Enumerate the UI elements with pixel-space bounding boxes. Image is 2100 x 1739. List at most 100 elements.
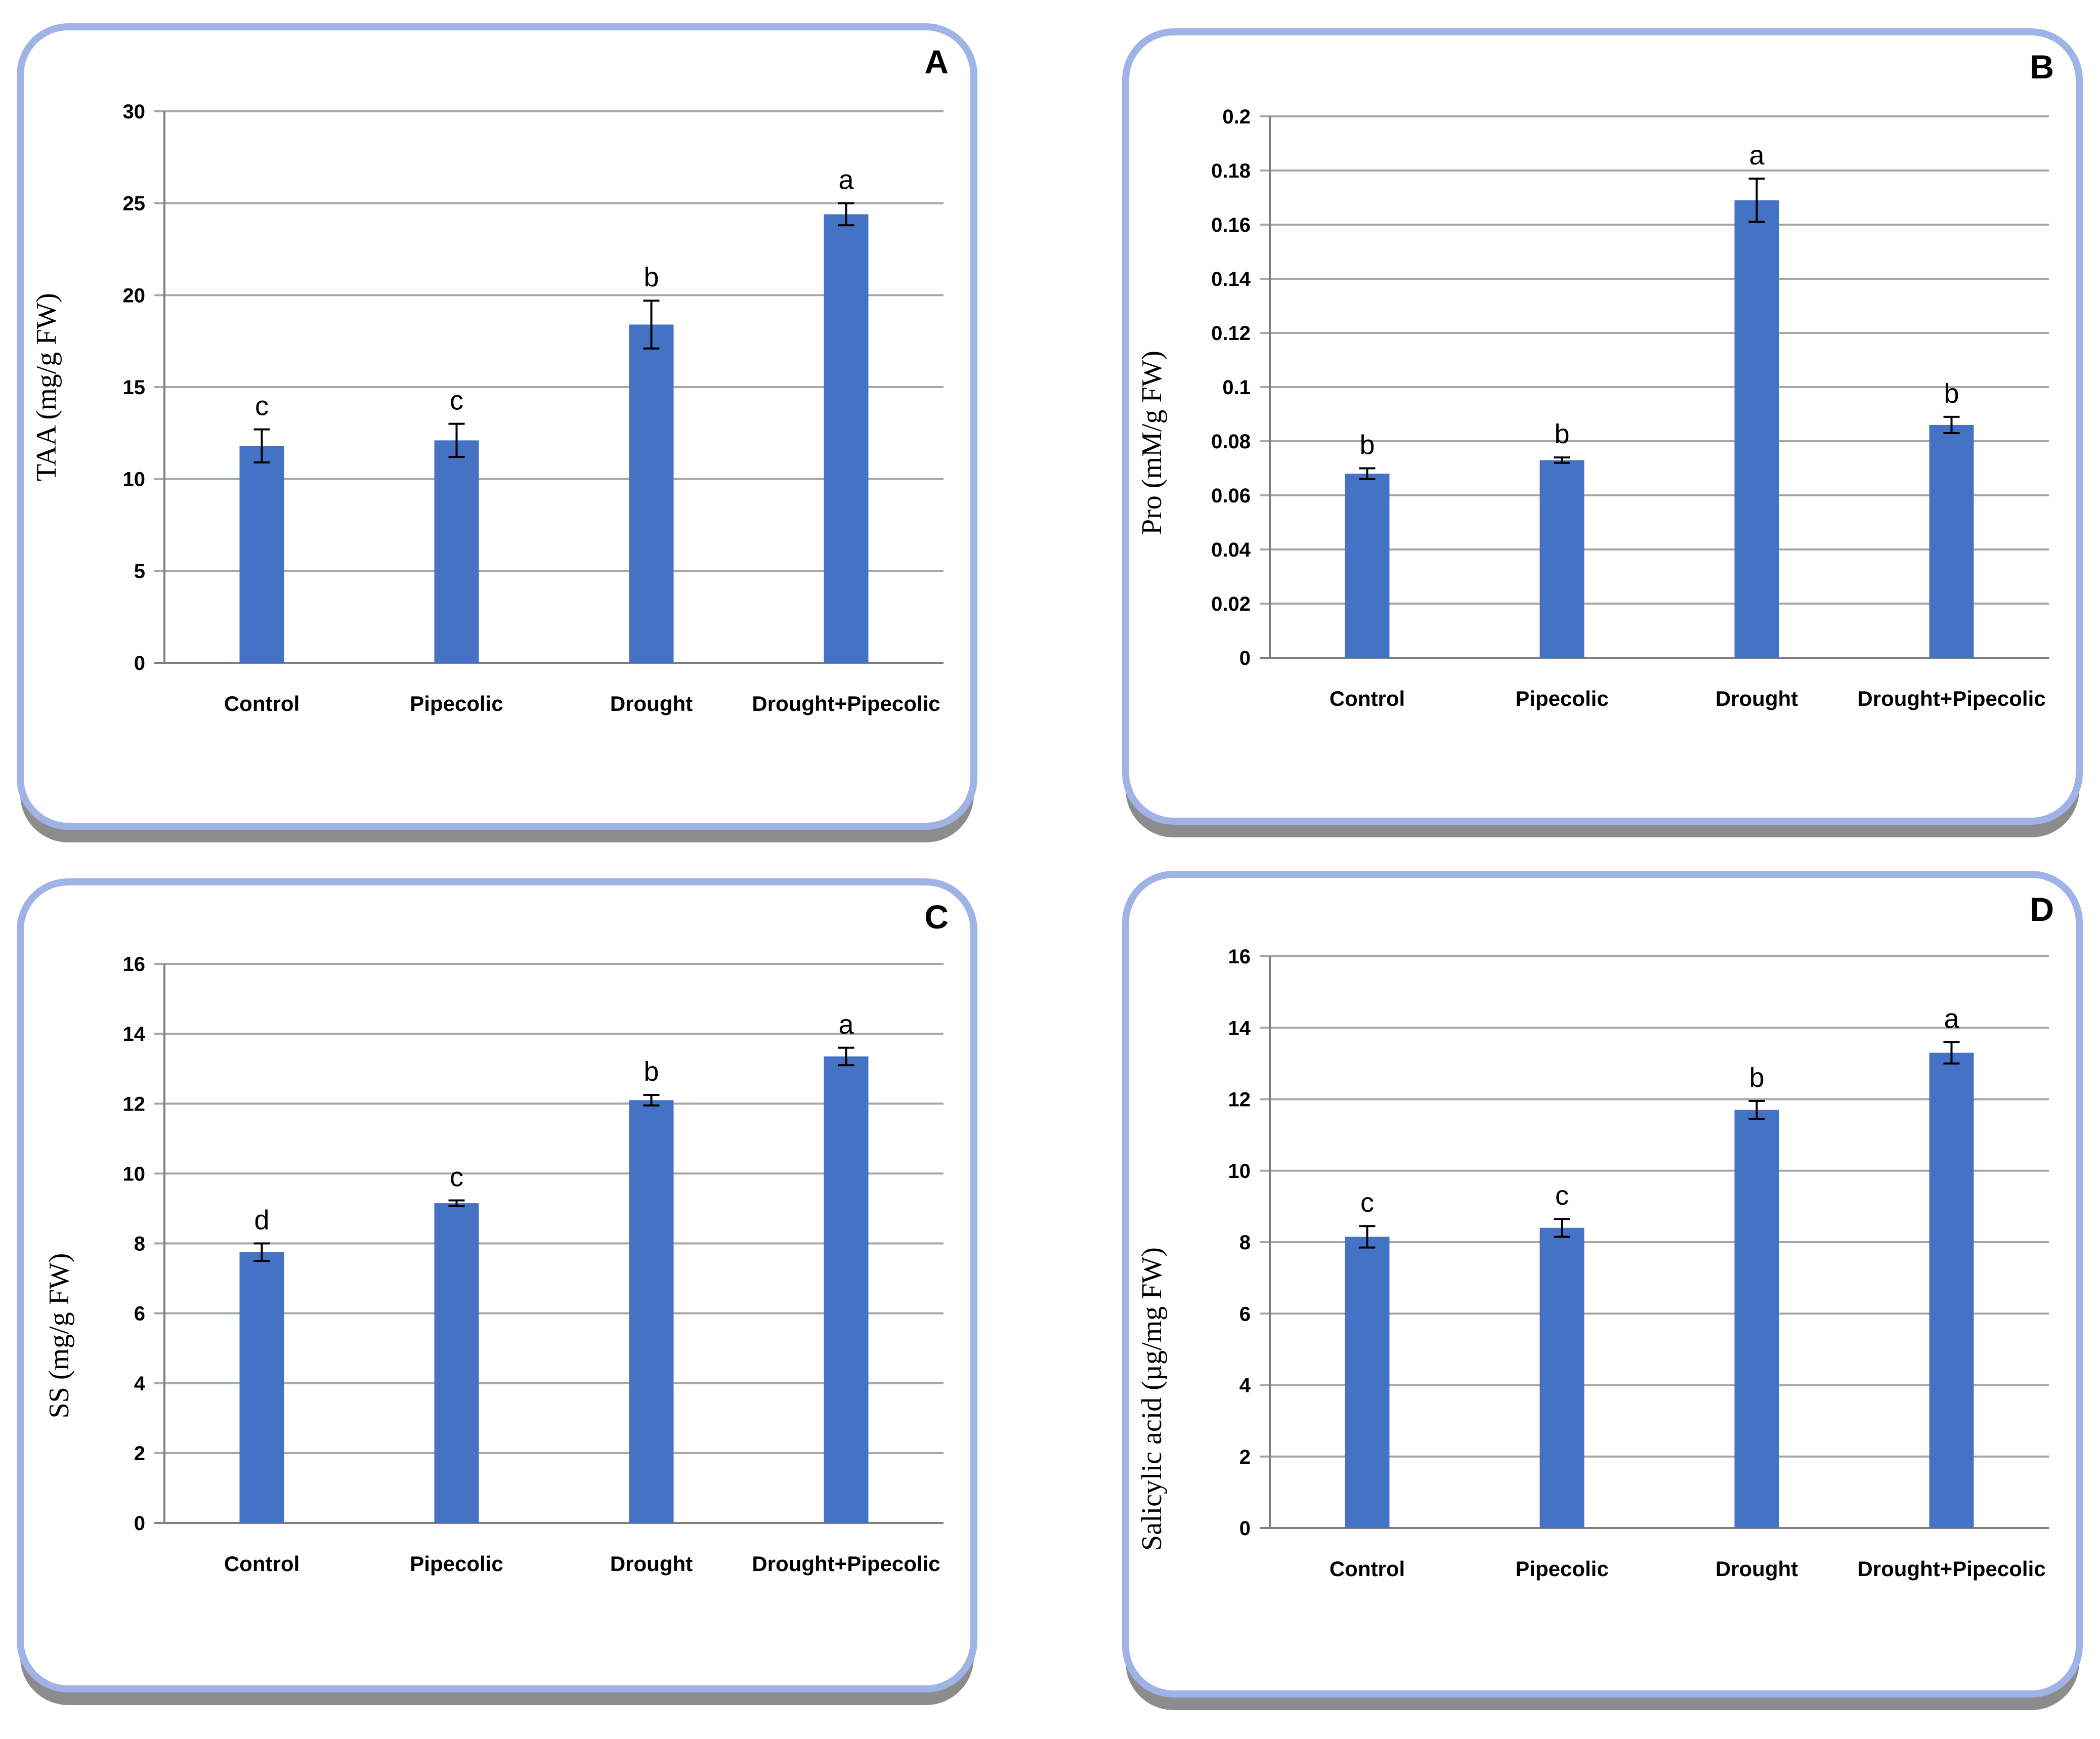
y-tick-label: 20	[123, 284, 146, 307]
category-label: Drought	[1716, 1557, 1798, 1581]
y-axis-title: Pro (mM/g FW)	[1136, 351, 1168, 535]
y-tick-label: 0.04	[1211, 539, 1251, 561]
significance-letter: b	[1944, 378, 1959, 409]
panel-letter: D	[2030, 890, 2054, 928]
y-tick-label: 2	[134, 1443, 145, 1465]
category-label: Pipecolic	[410, 1552, 503, 1576]
y-tick-label: 12	[1228, 1089, 1251, 1111]
category-label: Drought+Pipecolic	[752, 692, 940, 715]
y-tick-label: 12	[123, 1093, 146, 1115]
y-tick-label: 8	[1239, 1232, 1251, 1254]
y-tick-label: 10	[123, 1163, 146, 1185]
bar	[824, 214, 869, 663]
bar	[1734, 200, 1779, 658]
y-axis-title: TAA (mg/g FW)	[31, 293, 62, 481]
y-tick-label: 14	[1228, 1017, 1251, 1039]
category-label: Drought+Pipecolic	[1857, 1557, 2045, 1581]
y-tick-label: 4	[134, 1373, 146, 1395]
significance-letter: a	[838, 1009, 854, 1040]
y-tick-label: 5	[134, 560, 145, 582]
significance-letter: b	[644, 1056, 659, 1087]
bar	[1539, 1227, 1584, 1528]
significance-letter: b	[1749, 1063, 1764, 1093]
category-label: Control	[1330, 1557, 1405, 1581]
significance-letter: c	[255, 391, 269, 421]
chart-svg: 0 0.02 0.04 0.06 0.08 0.1 0.12 0.14 0.16 0.18 0.2 b…	[1122, 28, 2083, 837]
bar	[629, 1100, 674, 1523]
category-label: Drought	[610, 1552, 693, 1576]
y-tick-label: 4	[1239, 1375, 1251, 1397]
chart-svg: 0 2 4 6 8 10 12 14 16 c Control c Pipecolic b Drought a…	[1122, 871, 2083, 1710]
bar	[1539, 460, 1584, 658]
y-tick-label: 0.18	[1211, 160, 1251, 182]
bar	[239, 446, 284, 663]
bar	[1929, 1052, 1974, 1528]
bar	[1345, 474, 1390, 658]
bar	[434, 440, 479, 663]
y-axis-title: SS (mg/g FW)	[44, 1253, 75, 1419]
y-tick-label: 6	[134, 1303, 145, 1325]
y-tick-label: 0.1	[1222, 376, 1251, 399]
significance-letter: a	[1749, 140, 1765, 171]
y-tick-label: 15	[123, 376, 146, 399]
y-tick-label: 0.14	[1211, 268, 1251, 290]
y-tick-label: 16	[1228, 946, 1251, 968]
y-tick-label: 0.12	[1211, 322, 1251, 345]
y-tick-label: 0	[1239, 647, 1251, 669]
significance-letter: c	[450, 386, 463, 416]
bar	[629, 324, 674, 663]
y-axis-title: Salicylic acid (µg/mg FW)	[1136, 1247, 1168, 1551]
panel-letter: A	[924, 43, 949, 80]
bar	[1345, 1237, 1390, 1528]
bar	[1734, 1110, 1779, 1528]
bar	[239, 1252, 284, 1523]
bar	[434, 1203, 479, 1523]
y-tick-label: 0	[134, 1512, 145, 1535]
panel-d: 0 2 4 6 8 10 12 14 16 c Control c Pipecolic b Drought a…	[1121, 870, 2084, 1710]
category-label: Drought	[610, 692, 693, 715]
chart-svg: 0 2 4 6 8 10 12 14 16 d Control c Pipecolic b Drought a…	[17, 878, 977, 1705]
y-tick-label: 0.06	[1211, 485, 1251, 507]
significance-letter: a	[838, 165, 854, 195]
panel-b: 0 0.02 0.04 0.06 0.08 0.1 0.12 0.14 0.16 0.18 0.2 b…	[1121, 28, 2084, 837]
panel-c: 0 2 4 6 8 10 12 14 16 d Control c Pipecolic b Drought a…	[15, 878, 979, 1705]
y-tick-label: 8	[134, 1233, 145, 1255]
y-tick-label: 25	[123, 193, 146, 215]
bar	[1929, 425, 1974, 658]
y-tick-label: 10	[123, 469, 146, 491]
y-tick-label: 0.16	[1211, 214, 1251, 236]
category-label: Control	[224, 1552, 299, 1576]
significance-letter: c	[450, 1162, 463, 1193]
y-tick-label: 0	[134, 652, 145, 674]
y-tick-label: 2	[1239, 1446, 1251, 1468]
panel-letter: B	[2030, 48, 2054, 86]
y-tick-label: 16	[123, 953, 146, 975]
significance-letter: c	[1360, 1187, 1374, 1218]
y-tick-label: 0	[1239, 1517, 1251, 1540]
y-tick-label: 30	[123, 101, 146, 123]
y-tick-label: 6	[1239, 1303, 1251, 1325]
y-tick-label: 0.2	[1222, 106, 1251, 128]
category-label: Control	[224, 692, 299, 715]
category-label: Pipecolic	[1515, 1557, 1608, 1581]
category-label: Drought+Pipecolic	[752, 1552, 940, 1576]
significance-letter: d	[254, 1205, 269, 1236]
category-label: Pipecolic	[410, 692, 503, 715]
significance-letter: c	[1555, 1180, 1569, 1211]
panel-a: 0 5 10 15 20 25 30 c Control c Pipecolic b Drought a D…	[15, 23, 979, 842]
y-tick-label: 10	[1228, 1160, 1251, 1182]
category-label: Pipecolic	[1515, 687, 1608, 710]
category-label: Drought+Pipecolic	[1857, 687, 2045, 710]
significance-letter: b	[644, 262, 659, 292]
panel-letter: C	[924, 898, 949, 936]
significance-letter: b	[1359, 430, 1375, 460]
y-tick-label: 0.02	[1211, 593, 1251, 615]
chart-svg: 0 5 10 15 20 25 30 c Control c Pipecolic b Drought a D…	[17, 23, 977, 842]
significance-letter: b	[1554, 419, 1569, 449]
significance-letter: a	[1944, 1004, 1959, 1034]
y-tick-label: 0.08	[1211, 431, 1251, 453]
y-tick-label: 14	[123, 1023, 146, 1045]
category-label: Control	[1330, 687, 1405, 710]
category-label: Drought	[1716, 687, 1798, 710]
bar	[824, 1056, 869, 1523]
